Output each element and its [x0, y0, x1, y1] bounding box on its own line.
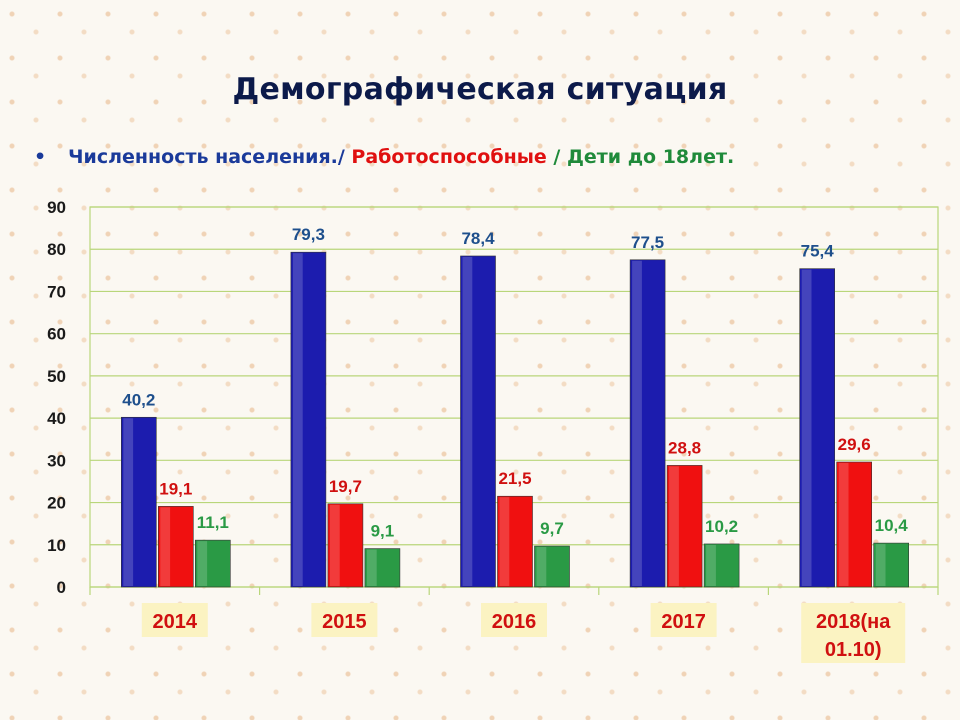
bar-highlight — [462, 256, 473, 586]
bar — [460, 255, 496, 588]
data-label: 19,1 — [159, 479, 192, 498]
bar — [629, 259, 666, 588]
data-label: 9,7 — [540, 519, 564, 538]
category-label-bg — [141, 603, 208, 637]
category-label-bg — [481, 603, 547, 637]
category-label-bg — [311, 603, 378, 637]
y-tick-label: 10 — [47, 536, 66, 555]
bar — [195, 539, 231, 588]
bar — [327, 503, 364, 588]
bar — [158, 506, 194, 588]
legend-separator: / — [546, 146, 567, 168]
bar — [534, 545, 570, 588]
data-label: 11,1 — [197, 513, 229, 532]
bar — [290, 251, 327, 588]
bar — [799, 268, 836, 588]
bar-highlight — [838, 463, 849, 586]
legend-separator: / — [337, 146, 352, 168]
y-tick-label: 0 — [57, 578, 66, 597]
data-label: 78,4 — [461, 229, 495, 248]
bar — [703, 543, 740, 588]
x-category-label: 2016 — [492, 611, 537, 633]
bar-highlight — [669, 466, 679, 586]
x-category-label: 2014 — [153, 611, 198, 633]
legend-working: Работоспособные — [351, 146, 547, 168]
bar-highlight — [875, 544, 886, 586]
x-category-label: 2017 — [661, 611, 706, 633]
bar-highlight — [366, 549, 377, 586]
data-label: 9,1 — [371, 522, 395, 541]
legend-children: Дети до 18лет. — [566, 146, 735, 168]
bar-highlight — [123, 418, 134, 586]
data-label: 28,8 — [668, 438, 701, 457]
bar-highlight — [499, 497, 510, 586]
page-title: Демографическая ситуация — [232, 72, 728, 107]
y-tick-label: 40 — [47, 409, 66, 428]
y-tick-label: 50 — [47, 367, 66, 386]
y-tick-label: 80 — [47, 240, 66, 259]
bar-highlight — [536, 547, 547, 586]
y-tick-label: 60 — [47, 325, 66, 344]
bar — [836, 461, 873, 588]
x-category-label: 01.10) — [825, 639, 882, 661]
data-label: 10,4 — [875, 516, 909, 535]
bullet-icon: • — [34, 146, 47, 168]
bar — [873, 542, 910, 588]
category-label-bg — [650, 603, 717, 637]
data-label: 10,2 — [705, 517, 738, 536]
data-label: 29,6 — [838, 435, 871, 454]
bar-highlight — [706, 544, 716, 586]
y-tick-label: 30 — [47, 451, 66, 470]
bar-highlight — [632, 260, 642, 586]
chart-subtitle: • Численность населения./ Работоспособные… — [34, 146, 734, 168]
category-label-bg — [801, 603, 906, 663]
data-label: 75,4 — [801, 242, 835, 261]
legend-population: Численность населения. — [68, 146, 338, 168]
bar — [666, 465, 703, 588]
bar-highlight — [801, 269, 812, 586]
bar — [497, 495, 533, 588]
bar-highlight — [292, 253, 303, 586]
data-label: 79,3 — [292, 225, 325, 244]
bar-highlight — [160, 507, 171, 586]
bar — [121, 416, 157, 588]
x-category-label: 2018(на — [816, 611, 891, 633]
y-tick-label: 90 — [47, 198, 66, 217]
y-tick-label: 20 — [47, 494, 66, 513]
data-label: 21,5 — [498, 469, 531, 488]
y-tick-label: 70 — [47, 282, 66, 301]
data-label: 77,5 — [631, 233, 664, 252]
x-category-label: 2015 — [322, 611, 367, 633]
bar-highlight — [197, 541, 208, 586]
data-label: 19,7 — [329, 477, 362, 496]
bar-highlight — [329, 504, 340, 586]
data-label: 40,2 — [122, 390, 155, 409]
bar — [364, 548, 401, 588]
